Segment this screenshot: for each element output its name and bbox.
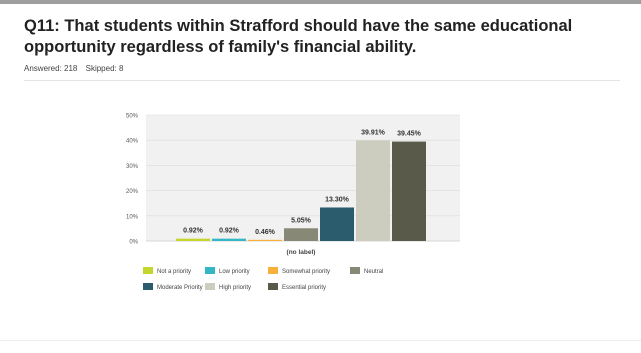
footer-divider bbox=[0, 340, 641, 341]
response-stats: Answered: 218 Skipped: 8 bbox=[24, 64, 123, 73]
bar bbox=[320, 207, 354, 241]
x-category-label: (no label) bbox=[287, 249, 316, 256]
legend-label: Moderate Priority bbox=[157, 285, 203, 291]
legend-label: Essential priority bbox=[282, 285, 326, 291]
data-label: 0.92% bbox=[183, 228, 204, 235]
bar bbox=[212, 238, 246, 241]
data-label: 0.46% bbox=[255, 229, 276, 236]
legend-label: Somewhat priority bbox=[282, 269, 330, 275]
data-label: 39.45% bbox=[397, 131, 422, 138]
legend-swatch bbox=[268, 283, 278, 290]
y-tick-label: 10% bbox=[126, 214, 139, 220]
legend-label: Not a priority bbox=[157, 269, 191, 275]
data-label: 13.30% bbox=[325, 196, 350, 203]
bar bbox=[176, 238, 210, 241]
legend-label: Neutral bbox=[364, 269, 383, 275]
y-tick-label: 50% bbox=[126, 114, 139, 120]
y-tick-label: 30% bbox=[126, 164, 139, 170]
data-label: 5.05% bbox=[291, 217, 312, 224]
legend-label: Low priority bbox=[219, 269, 250, 275]
legend-swatch bbox=[205, 267, 215, 274]
y-tick-label: 20% bbox=[126, 189, 139, 195]
legend-swatch bbox=[350, 267, 360, 274]
legend-label: High priority bbox=[219, 285, 251, 291]
legend-swatch bbox=[268, 267, 278, 274]
top-bar bbox=[0, 0, 641, 4]
divider bbox=[24, 80, 620, 81]
bar bbox=[356, 140, 390, 241]
answered-count: Answered: 218 bbox=[24, 64, 78, 73]
bar bbox=[248, 239, 282, 241]
data-label: 0.92% bbox=[219, 228, 240, 235]
y-tick-label: 40% bbox=[126, 139, 139, 145]
legend-swatch bbox=[143, 267, 153, 274]
y-tick-label: 0% bbox=[129, 240, 138, 246]
bar bbox=[392, 141, 426, 241]
legend-swatch bbox=[143, 283, 153, 290]
question-title: Q11: That students within Strafford shou… bbox=[24, 17, 573, 56]
skipped-count: Skipped: 8 bbox=[85, 64, 124, 73]
bar bbox=[284, 228, 318, 241]
legend-swatch bbox=[205, 283, 215, 290]
data-label: 39.91% bbox=[361, 129, 386, 136]
